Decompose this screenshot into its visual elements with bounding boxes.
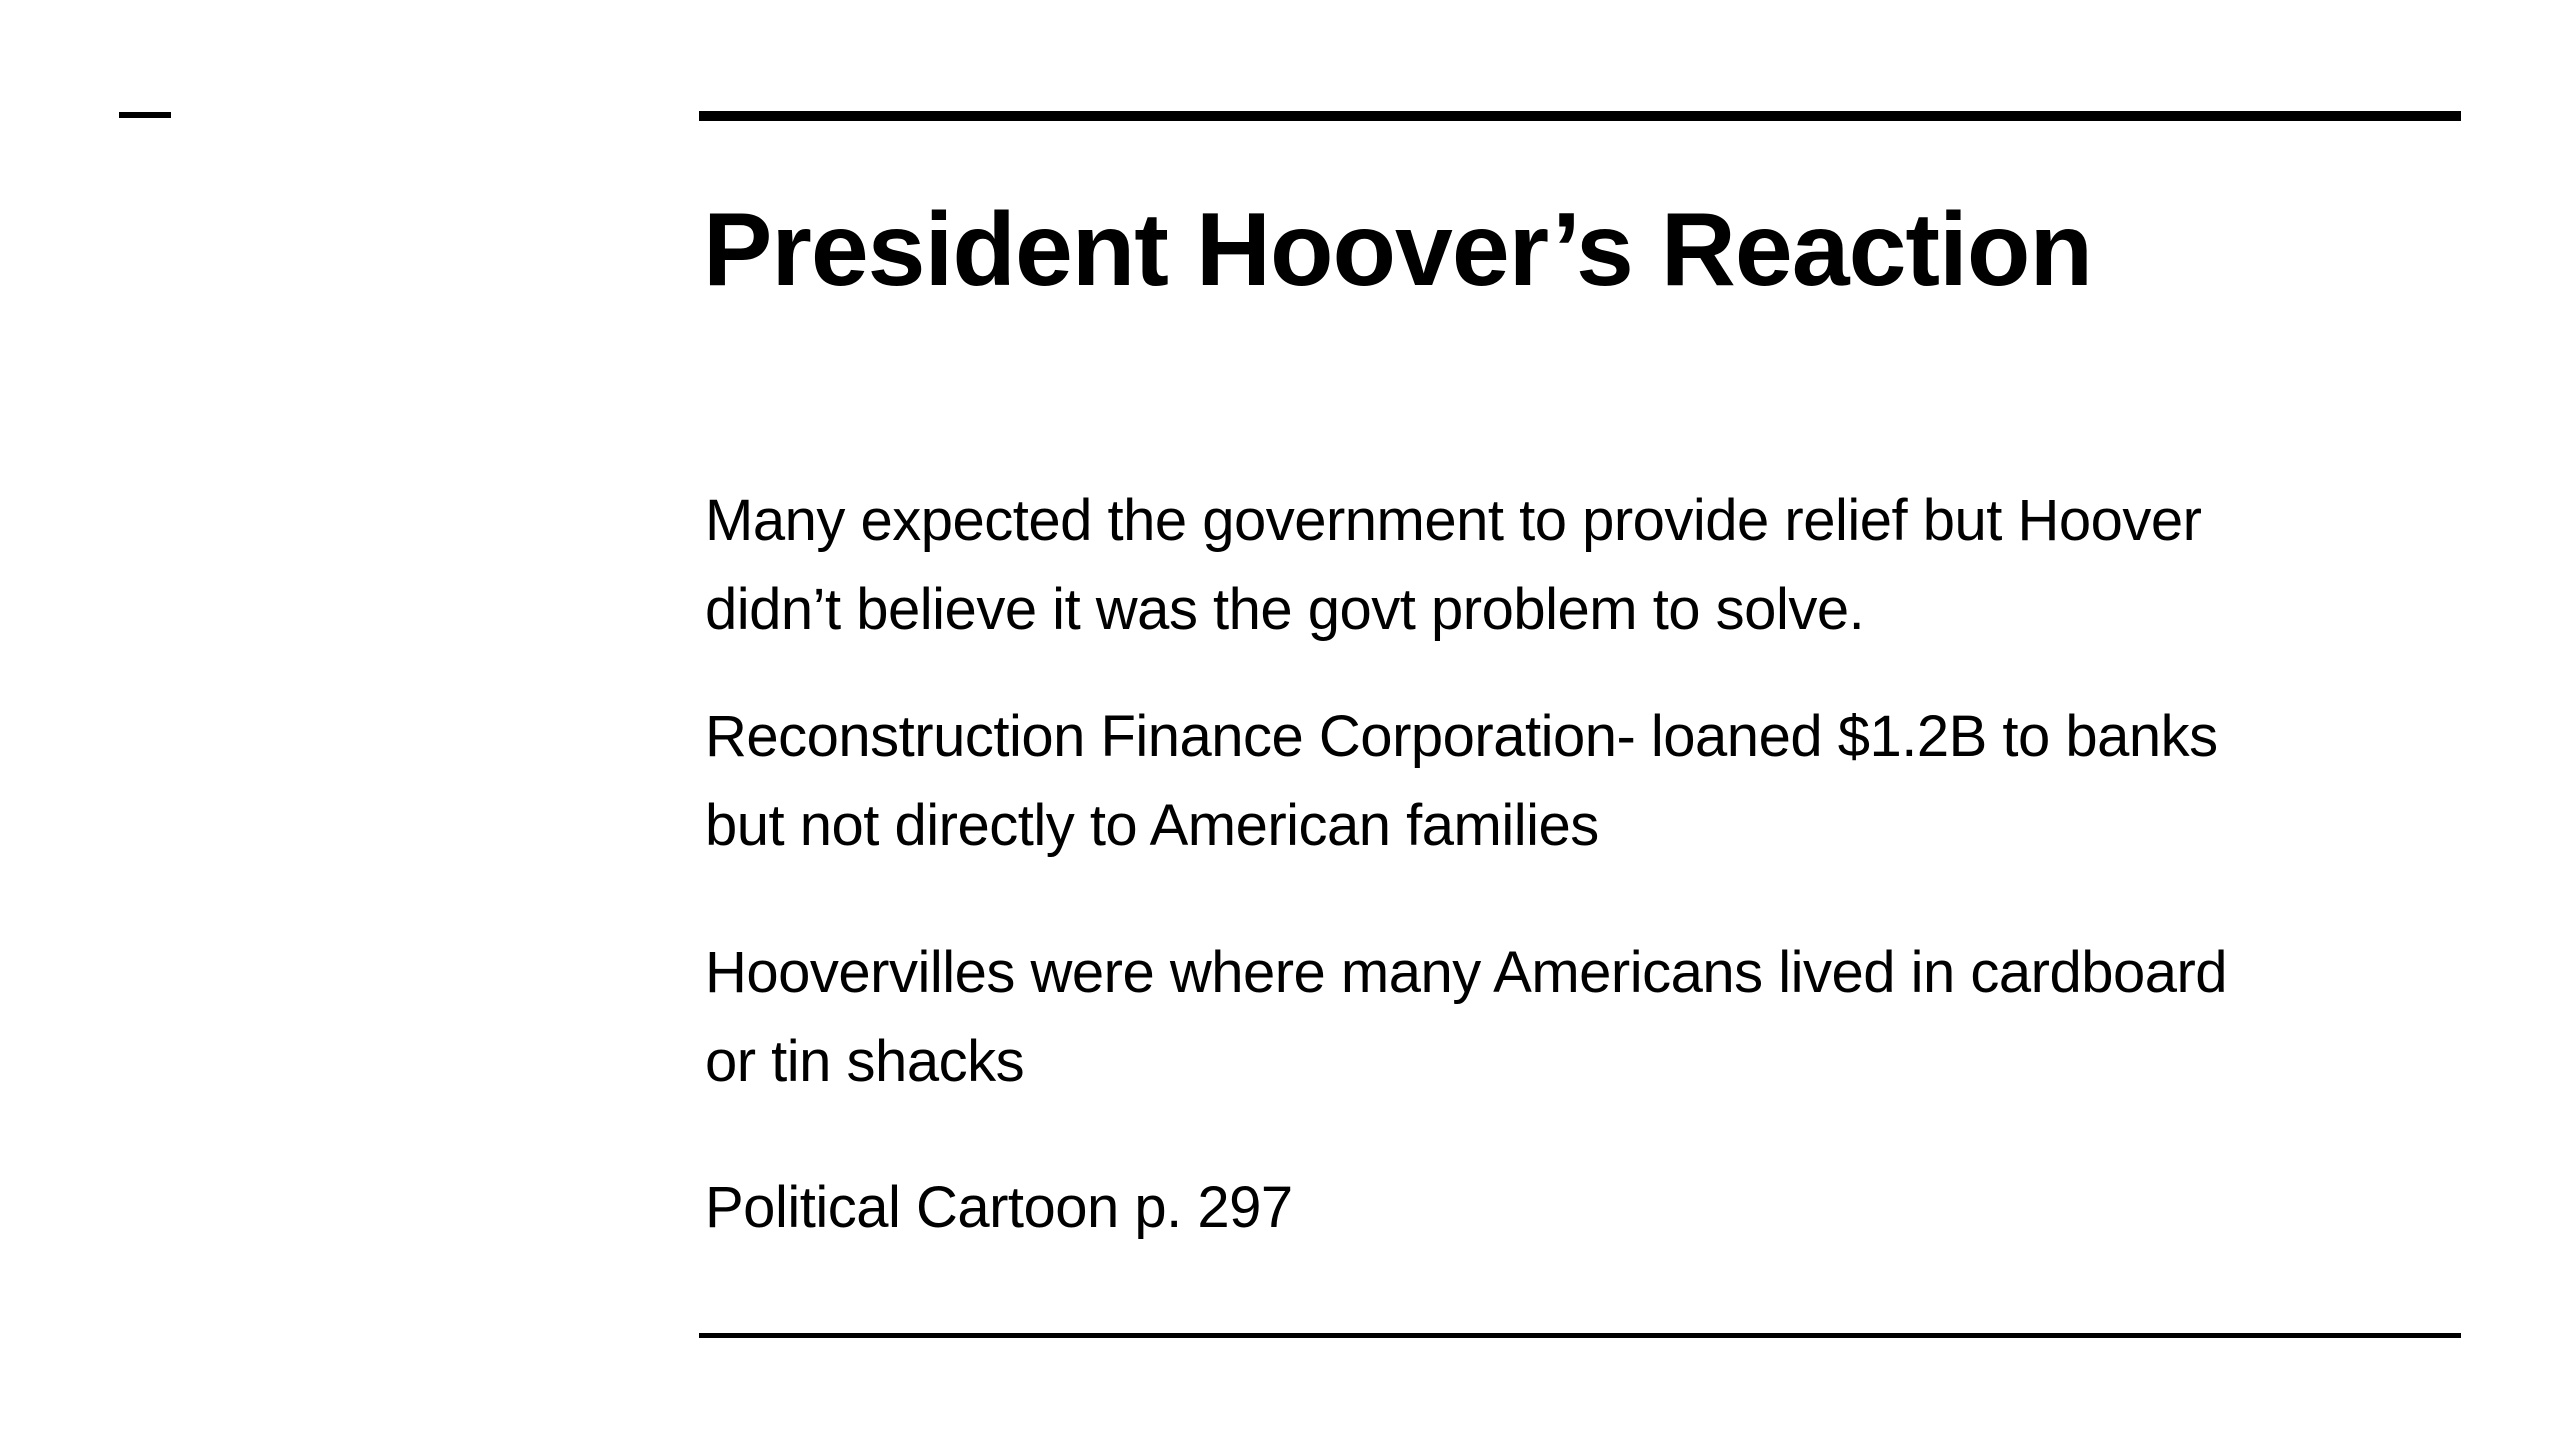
slide-title: President Hoover’s Reaction: [703, 192, 2093, 308]
paragraph-hoover-belief: Many expected the government to provide …: [705, 476, 2202, 654]
text-line: but not directly to American families: [705, 793, 1599, 858]
text-line: or tin shacks: [705, 1029, 1025, 1094]
paragraph-hoovervilles: Hoovervilles were where many Americans l…: [705, 928, 2228, 1106]
top-rule: [699, 111, 2461, 121]
paragraph-cartoon: Political Cartoon p. 297: [705, 1163, 1293, 1252]
text-line: Hoovervilles were where many Americans l…: [705, 940, 2228, 1005]
paragraph-rfc: Reconstruction Finance Corporation- loan…: [705, 692, 2218, 870]
bottom-rule: [699, 1333, 2461, 1338]
text-line: Many expected the government to provide …: [705, 488, 2202, 553]
text-line: Reconstruction Finance Corporation- loan…: [705, 704, 2218, 769]
decorative-dash: [119, 112, 171, 118]
text-line: didn’t believe it was the govt problem t…: [705, 577, 1865, 642]
text-line: Political Cartoon p. 297: [705, 1175, 1293, 1240]
